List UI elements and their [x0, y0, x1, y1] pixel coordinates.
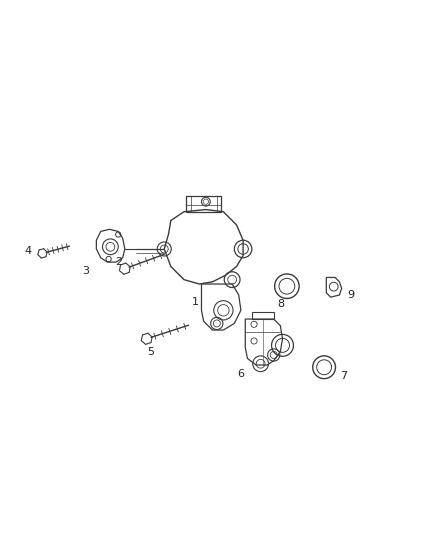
Text: 4: 4: [25, 246, 32, 256]
Text: 3: 3: [82, 266, 89, 276]
Text: 1: 1: [191, 296, 198, 306]
Text: 5: 5: [148, 347, 155, 357]
Text: 7: 7: [340, 371, 347, 381]
Text: 9: 9: [347, 290, 354, 300]
Text: 2: 2: [115, 257, 122, 267]
Text: 8: 8: [277, 298, 284, 309]
Text: 6: 6: [237, 369, 244, 379]
